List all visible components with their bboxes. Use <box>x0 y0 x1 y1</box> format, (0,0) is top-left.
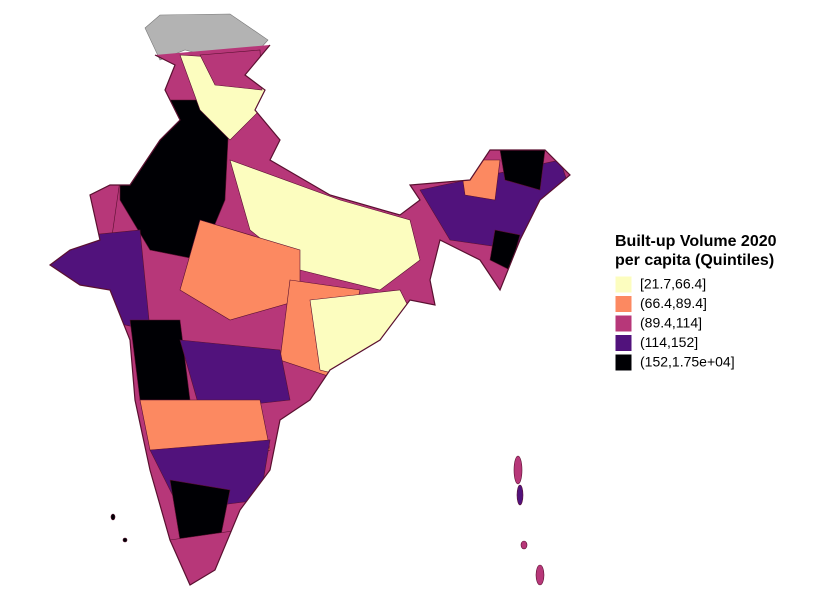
island <box>520 540 528 550</box>
map <box>48 13 571 586</box>
districts <box>50 45 570 585</box>
legend-title: per capita (Quintiles) <box>615 252 774 269</box>
island <box>516 484 524 506</box>
district <box>169 529 241 585</box>
district <box>199 49 263 91</box>
legend-label: (66.4,89.4] <box>640 295 707 311</box>
district <box>50 229 151 331</box>
legend-swatch <box>614 295 633 313</box>
legend-title: Built-up Volume 2020 <box>615 233 777 250</box>
legend-label: (89.4,114] <box>640 315 702 331</box>
island <box>513 455 523 485</box>
legend-swatch <box>614 334 633 352</box>
district <box>179 219 301 321</box>
legend-label: (152,1.75e+04] <box>640 354 735 370</box>
island <box>110 513 116 521</box>
district <box>179 339 291 411</box>
district <box>309 289 421 381</box>
legend-label: [21.7,66.4] <box>640 276 706 292</box>
district <box>129 319 191 401</box>
legend-swatch <box>614 353 633 372</box>
legend-label: (114,152] <box>640 334 698 350</box>
island <box>535 564 545 586</box>
islands <box>110 455 545 586</box>
legend-swatch <box>614 314 633 333</box>
district <box>169 479 231 541</box>
legend: Built-up Volume 2020 per capita (Quintil… <box>614 233 777 372</box>
legend-swatch <box>614 275 633 294</box>
island <box>122 537 128 543</box>
country-border <box>48 44 571 586</box>
district <box>229 159 421 291</box>
